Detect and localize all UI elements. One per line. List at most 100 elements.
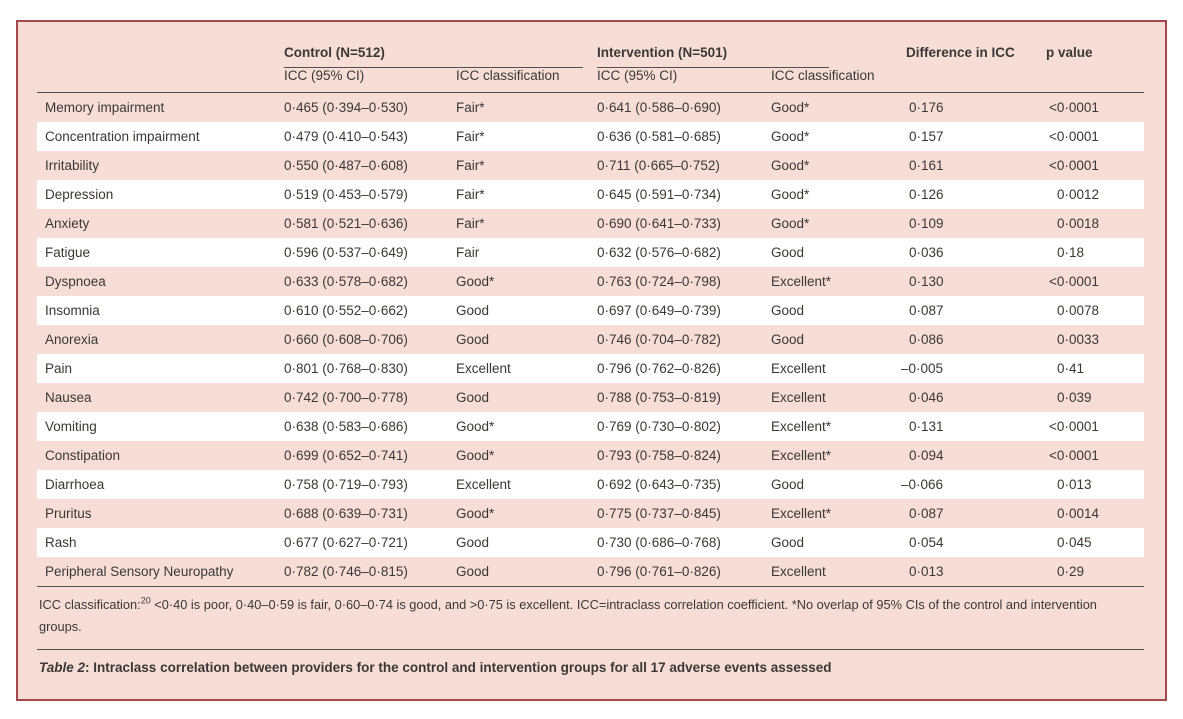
caption-text: Intraclass correlation between providers… <box>93 659 832 675</box>
event-cell: Rash <box>45 535 77 550</box>
intervention-icc-cell: 0·636 (0·581–0·685) <box>597 129 721 144</box>
p-value-cell: 0·18 <box>1057 245 1085 260</box>
difference-cell: 0·161 <box>909 158 944 173</box>
difference-cell: 0·109 <box>909 216 944 231</box>
difference-cell: 0·131 <box>909 419 944 434</box>
event-cell: Memory impairment <box>45 100 165 115</box>
event-cell: Insomnia <box>45 303 100 318</box>
event-cell: Fatigue <box>45 245 91 260</box>
control-classification-cell: Good* <box>456 274 495 289</box>
table-row: Concentration impairment 0·479 (0·410–0·… <box>37 122 1145 151</box>
control-classification-cell: Fair* <box>456 158 485 173</box>
group-header-row: Control (N=512) Intervention (N=501) Dif… <box>37 32 1145 93</box>
intervention-classification-cell: Good* <box>771 216 810 231</box>
control-icc-cell: 0·699 (0·652–0·741) <box>284 448 408 463</box>
control-icc-cell: 0·638 (0·583–0·686) <box>284 419 408 434</box>
control-icc-cell: 0·581 (0·521–0·636) <box>284 216 408 231</box>
intervention-classification-cell: Excellent <box>771 557 907 587</box>
event-cell: Depression <box>45 187 114 202</box>
control-icc-cell: 0·677 (0·627–0·721) <box>284 535 408 550</box>
event-cell: Vomiting <box>45 419 97 434</box>
control-icc-cell: 0·519 (0·453–0·579) <box>284 187 408 202</box>
intervention-classification-subheader: ICC classification <box>771 68 907 93</box>
event-cell: Diarrhoea <box>45 477 105 492</box>
table-row: Insomnia 0·610 (0·552–0·662) Good 0·697 … <box>37 296 1145 325</box>
table-row: Anxiety 0·581 (0·521–0·636) Fair* 0·690 … <box>37 209 1144 238</box>
difference-cell: 0·094 <box>909 448 944 463</box>
intervention-classification-cell: Good <box>771 477 805 492</box>
control-classification-cell: Good <box>456 303 490 318</box>
p-value-cell: 0·41 <box>1057 361 1085 376</box>
caption-label: Table 2 <box>39 659 86 675</box>
control-classification-cell: Good <box>456 332 490 347</box>
table-row: Constipation 0·699 (0·652–0·741) Good* 0… <box>37 441 1144 470</box>
difference-column-header: Difference in ICC <box>906 32 1047 93</box>
intervention-classification-cell: Good* <box>771 158 810 173</box>
control-classification-cell: Fair <box>456 245 480 260</box>
caption-separator: : <box>85 659 94 675</box>
intervention-icc-cell: 0·641 (0·586–0·690) <box>597 100 721 115</box>
intervention-classification-cell: Good* <box>771 187 810 202</box>
intervention-icc-cell: 0·711 (0·665–0·752) <box>597 158 720 173</box>
intervention-icc-cell: 0·632 (0·576–0·682) <box>597 245 721 260</box>
p-value-cell: <0·0001 <box>1049 448 1099 463</box>
control-group-header: Control (N=512) <box>284 32 597 68</box>
intervention-classification-cell: Good* <box>771 129 810 144</box>
icc-table: Control (N=512) Intervention (N=501) Dif… <box>37 32 1145 587</box>
intervention-classification-cell: Good* <box>771 100 810 115</box>
table-row: Fatigue 0·596 (0·537–0·649) Fair 0·632 (… <box>37 238 1145 267</box>
control-icc-cell: 0·610 (0·552–0·662) <box>284 303 408 318</box>
p-value-cell: 0·039 <box>1057 390 1092 405</box>
table-row: Anorexia 0·660 (0·608–0·706) Good 0·746 … <box>37 325 1144 354</box>
sub-header-row: ICC (95% CI) ICC classification ICC (95%… <box>37 68 1144 93</box>
p-value-cell: 0·0018 <box>1057 216 1100 231</box>
footnote-prefix: ICC classification: <box>39 597 141 612</box>
difference-cell: 0·176 <box>909 100 944 115</box>
intervention-group-label: Intervention (N=501) <box>597 45 830 68</box>
intervention-icc-cell: 0·645 (0·591–0·734) <box>597 187 721 202</box>
control-classification-cell: Fair* <box>456 129 485 144</box>
event-cell: Constipation <box>45 448 121 463</box>
intervention-classification-cell: Excellent* <box>771 448 832 463</box>
event-column-header <box>37 32 284 93</box>
control-icc-cell: 0·660 (0·608–0·706) <box>284 332 408 347</box>
p-value-cell: <0·0001 <box>1049 129 1099 144</box>
difference-cell: 0·087 <box>909 506 944 521</box>
intervention-classification-cell: Excellent <box>771 390 826 405</box>
intervention-icc-cell: 0·796 (0·762–0·826) <box>597 361 721 376</box>
table-row: Irritability 0·550 (0·487–0·608) Fair* 0… <box>37 151 1144 180</box>
intervention-classification-cell: Excellent <box>771 361 826 376</box>
difference-cell: 0·046 <box>909 390 944 405</box>
control-classification-cell: Excellent <box>456 361 511 376</box>
event-cell: Peripheral Sensory Neuropathy <box>37 557 284 587</box>
control-icc-cell: 0·596 (0·537–0·649) <box>284 245 408 260</box>
intervention-classification-cell: Good <box>771 332 805 347</box>
event-cell: Irritability <box>45 158 100 173</box>
control-classification-cell: Fair* <box>456 100 485 115</box>
control-classification-cell: Good <box>456 390 490 405</box>
intervention-icc-cell: 0·793 (0·758–0·824) <box>597 448 721 463</box>
p-value-cell: 0·29 <box>1046 557 1145 587</box>
control-classification-subheader: ICC classification <box>456 68 598 93</box>
p-value-cell: 0·0078 <box>1057 303 1100 318</box>
table-header: Control (N=512) Intervention (N=501) Dif… <box>37 32 1145 93</box>
table-row: Vomiting 0·638 (0·583–0·686) Good* 0·769… <box>37 412 1145 441</box>
table-card: Control (N=512) Intervention (N=501) Dif… <box>16 20 1167 701</box>
table-row: Pruritus 0·688 (0·639–0·731) Good* 0·775… <box>37 499 1144 528</box>
intervention-icc-subheader: ICC (95% CI) <box>597 68 772 93</box>
intervention-classification-cell: Good <box>771 245 805 260</box>
control-classification-cell: Fair* <box>456 187 485 202</box>
event-cell: Anxiety <box>45 216 90 231</box>
intervention-icc-cell: 0·775 (0·737–0·845) <box>597 506 721 521</box>
p-value-cell: 0·013 <box>1057 477 1092 492</box>
intervention-icc-cell: 0·730 (0·686–0·768) <box>597 535 721 550</box>
event-cell: Dyspnoea <box>45 274 106 289</box>
difference-cell: 0·130 <box>909 274 944 289</box>
control-classification-cell: Excellent <box>456 477 511 492</box>
intervention-classification-cell: Good <box>771 535 805 550</box>
p-value-column-header: p value <box>1046 32 1145 93</box>
difference-cell: 0·157 <box>909 129 944 144</box>
footnote-reference: 20 <box>140 595 151 606</box>
control-icc-cell: 0·465 (0·394–0·530) <box>284 100 408 115</box>
table-row: Dyspnoea 0·633 (0·578–0·682) Good* 0·763… <box>37 267 1144 296</box>
